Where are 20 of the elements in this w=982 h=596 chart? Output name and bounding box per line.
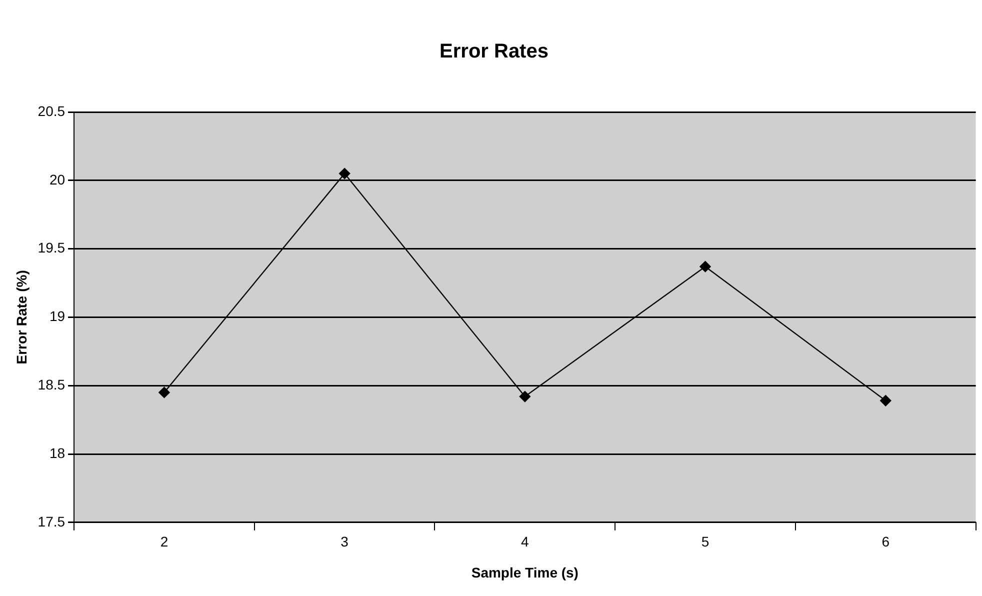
y-tick-label: 20.5 bbox=[38, 102, 66, 119]
x-tick-label: 2 bbox=[160, 534, 168, 550]
y-tick-label: 18 bbox=[49, 444, 66, 461]
y-tick-label: 20 bbox=[49, 171, 66, 188]
chart-title: Error Rates bbox=[440, 40, 548, 63]
y-axis-title: Error Rate (%) bbox=[13, 270, 30, 364]
y-tick-label: 19 bbox=[49, 308, 66, 324]
point bbox=[338, 168, 350, 180]
point bbox=[700, 260, 711, 272]
y-tick-label: 18.5 bbox=[38, 376, 66, 392]
point bbox=[519, 390, 531, 402]
point bbox=[158, 386, 170, 398]
x-tick-label: 3 bbox=[340, 534, 349, 550]
x-axis-title: Sample Time (s) bbox=[471, 564, 578, 580]
y-tick-label: 17.5 bbox=[38, 513, 66, 530]
point bbox=[880, 395, 892, 406]
x-tick-label: 6 bbox=[882, 534, 890, 550]
x-tick-label: 4 bbox=[521, 534, 530, 550]
x-tick-label: 5 bbox=[701, 534, 710, 550]
y-tick-label: 19.5 bbox=[38, 240, 66, 256]
